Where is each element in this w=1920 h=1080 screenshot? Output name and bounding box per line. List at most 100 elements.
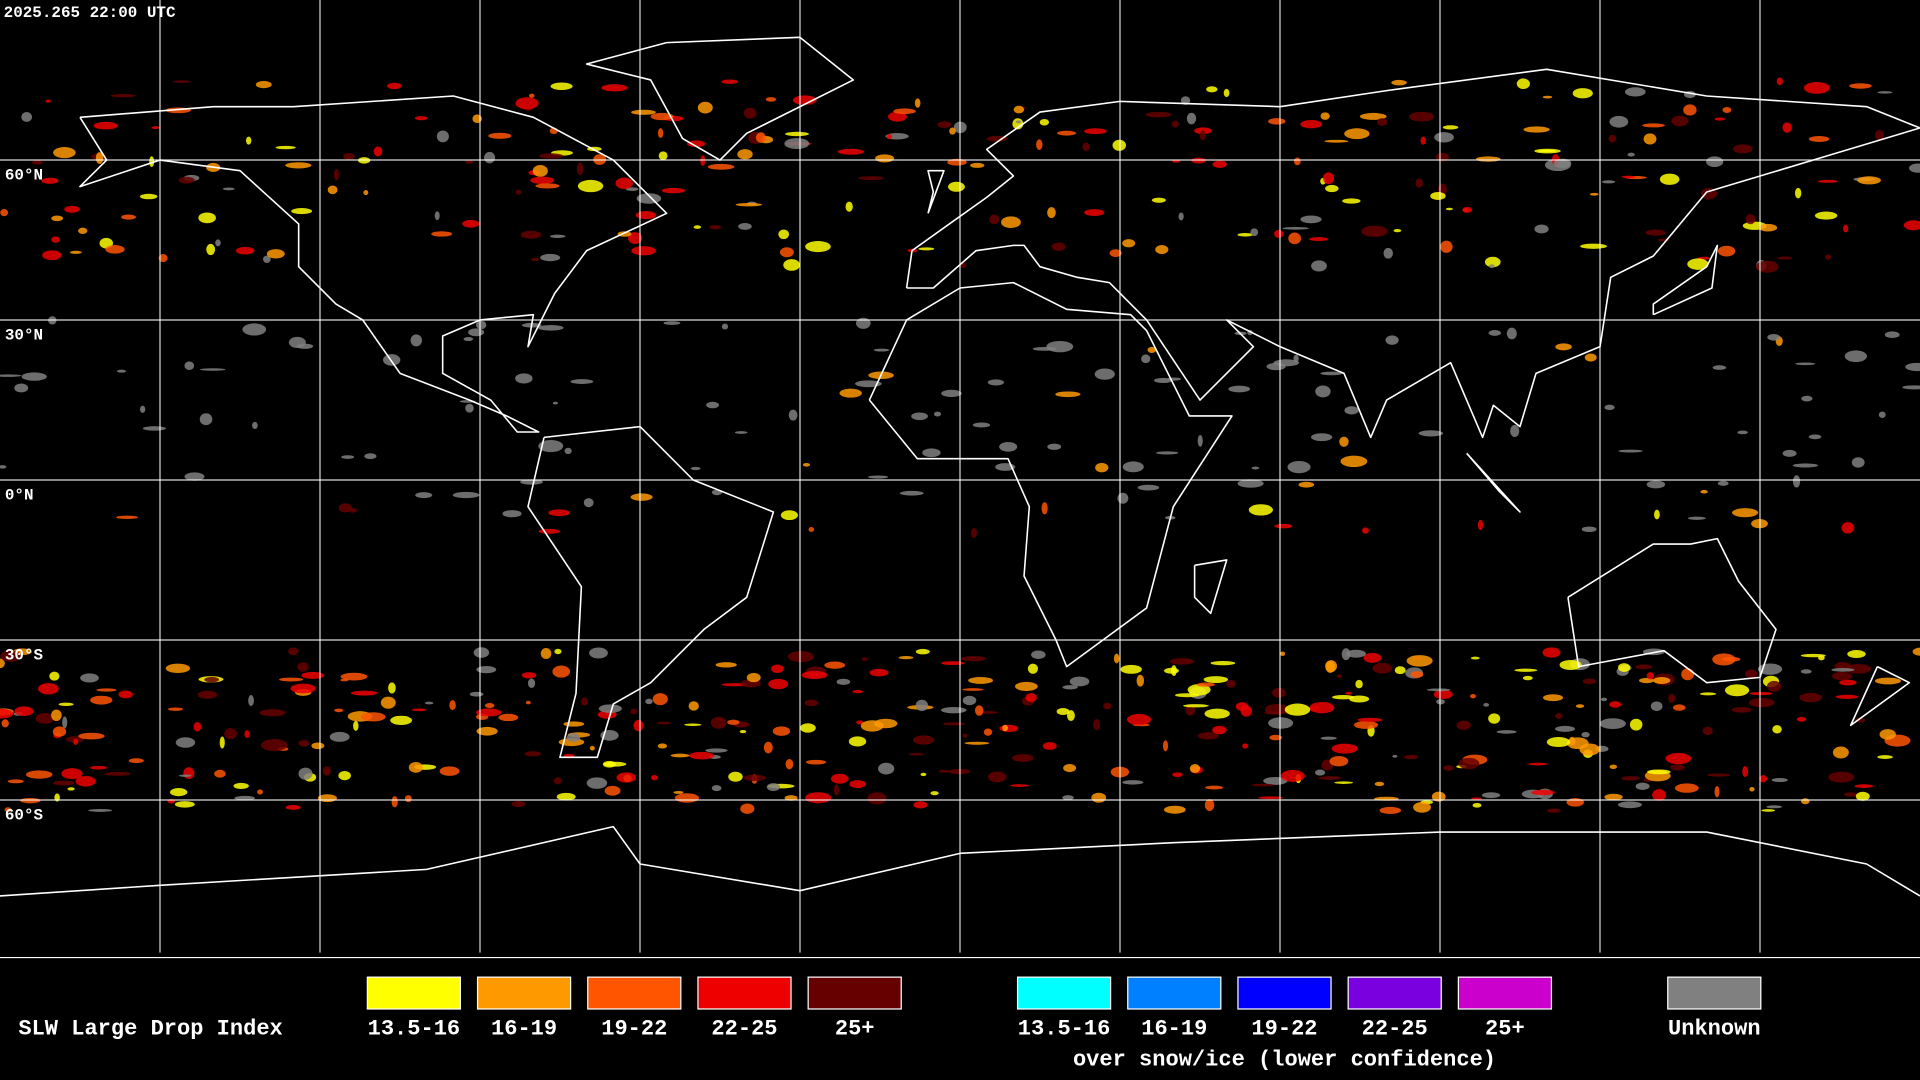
cloud-patch (297, 662, 309, 672)
cloud-patch (193, 721, 202, 732)
cloud-patch (739, 729, 747, 734)
cloud-patch (1036, 139, 1043, 151)
cloud-patch (858, 176, 884, 181)
cloud-patch (1084, 209, 1105, 217)
cloud-patch (938, 769, 950, 773)
cloud-patch (1496, 730, 1517, 734)
cloud-patch (142, 426, 167, 431)
cloud-patch (1528, 762, 1548, 766)
cloud-patch (1629, 718, 1643, 731)
cloud-patch (922, 448, 941, 458)
cloud-patch (49, 671, 60, 681)
cloud-patch (711, 785, 722, 792)
cloud-patch (1287, 460, 1311, 474)
cloud-patch (1653, 677, 1671, 684)
cloud-patch (1618, 663, 1631, 672)
cloud-patch (1647, 769, 1671, 775)
cloud-patch (1534, 224, 1549, 234)
cloud-patch (327, 185, 338, 195)
cloud-patch (964, 741, 990, 745)
cloud-patch (1841, 522, 1855, 534)
cloud-patch (1599, 718, 1626, 730)
cloud-patch (529, 93, 535, 98)
cloud-patch (275, 145, 296, 150)
legend-swatch (1457, 976, 1553, 1010)
cloud-patch (439, 766, 460, 776)
cloud-patch (603, 761, 627, 767)
cloud-patch (1284, 703, 1311, 716)
cloud-patch (968, 677, 994, 684)
cloud-patch (515, 97, 539, 110)
cloud-patch (1223, 88, 1230, 98)
cloud-patch (14, 383, 29, 393)
cloud-patch (452, 491, 480, 499)
cloud-patch (462, 219, 480, 228)
cloud-patch (1687, 516, 1706, 520)
cloud-patch (765, 97, 777, 102)
cloud-patch (90, 765, 107, 770)
legend-swatch (587, 976, 682, 1010)
cloud-patch (1659, 173, 1680, 185)
cloud-patch (1082, 142, 1090, 152)
cloud-patch (1877, 91, 1893, 94)
cloud-patch (121, 214, 136, 220)
cloud-patch (538, 439, 564, 453)
cloud-patch (1362, 527, 1369, 534)
cloud-patch (158, 254, 168, 263)
latitude-labels: 60°N 30°N 0°N 30°S 60°S (5, 167, 44, 825)
cloud-patch (31, 160, 43, 165)
cloud-patch (706, 401, 720, 409)
cloud-patch (170, 787, 188, 797)
legend-label: 13.5-16 (368, 1017, 461, 1042)
cloud-patch (139, 193, 158, 200)
cloud-patch (1410, 671, 1424, 678)
cloud-patch (943, 722, 966, 726)
cloud-patch (972, 422, 991, 428)
cloud-patch (913, 801, 928, 809)
cloud-patch (670, 753, 690, 758)
cloud-patch (1884, 331, 1900, 339)
cloud-patch (766, 783, 781, 791)
cloud-patch (768, 678, 789, 690)
cloud-patch (175, 737, 196, 748)
coastline (1466, 452, 1521, 513)
cloud-patch (178, 176, 195, 184)
cloud-patch (1103, 702, 1112, 710)
cloud-patch (937, 121, 952, 129)
cloud-patch (0, 209, 9, 217)
cloud-patch (1189, 764, 1201, 773)
cloud-patch (1824, 254, 1832, 260)
cloud-patch (721, 323, 729, 330)
legend-label: 16-19 (1141, 1017, 1207, 1042)
legend-swatch (476, 976, 572, 1010)
legend-label: 13.5-16 (1018, 1017, 1111, 1042)
cloud-patch (1062, 795, 1074, 801)
cloud-patch (252, 421, 258, 430)
cloud-patch (1458, 757, 1480, 770)
cloud-patch (974, 705, 984, 716)
cloud-patch (0, 708, 14, 719)
cloud-patch (1808, 135, 1830, 142)
cloud-patch (1652, 789, 1667, 801)
cloud-patch (1854, 784, 1874, 788)
cloud-patch (1506, 327, 1517, 340)
cloud-patch (279, 677, 304, 682)
cloud-patch (199, 413, 213, 426)
cloud-patch (1635, 664, 1653, 670)
cloud-patch (630, 708, 638, 715)
cloud-patch (1687, 258, 1709, 270)
cloud-patch (1546, 808, 1561, 813)
cloud-patch (1345, 691, 1353, 695)
cloud-patch (1857, 176, 1881, 185)
cloud-patch (633, 719, 644, 732)
cloud-patch (673, 790, 684, 794)
cloud-patch (548, 509, 571, 517)
cloud-patch (785, 131, 809, 137)
cloud-patch (941, 661, 965, 666)
cloud-patch (343, 153, 355, 161)
cloud-patch (1766, 680, 1782, 692)
cloud-patch (743, 774, 766, 782)
cloud-patch (538, 528, 560, 534)
cloud-patch (1199, 130, 1206, 141)
cloud-patch (116, 369, 127, 373)
